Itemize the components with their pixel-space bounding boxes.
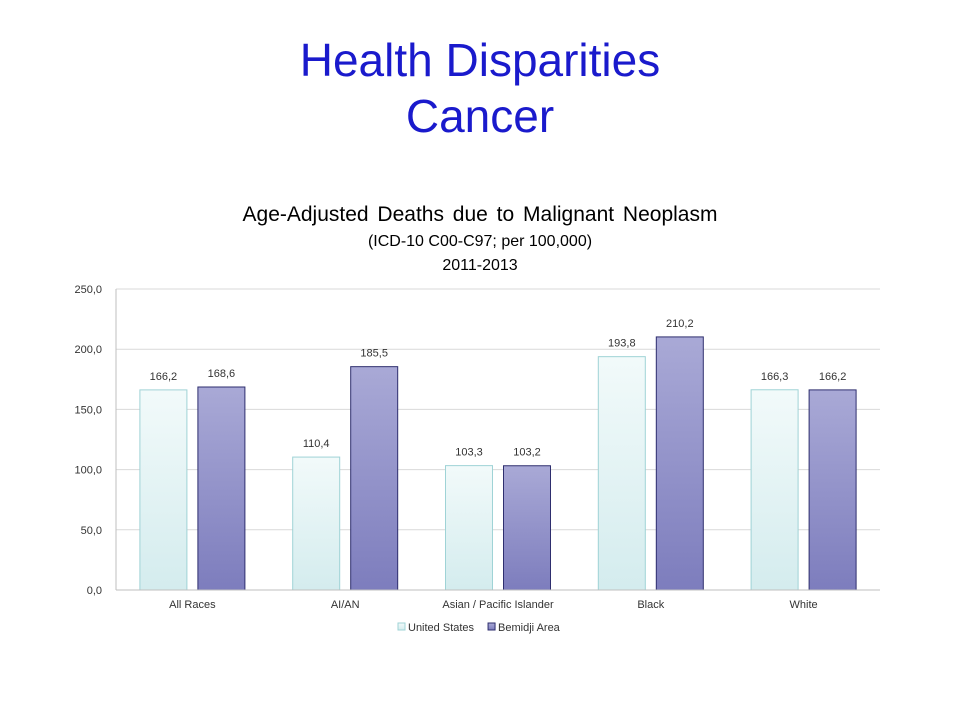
legend-swatch <box>487 622 496 631</box>
slide-title: Health Disparities Cancer <box>0 32 960 144</box>
y-tick-label: 50,0 <box>81 525 102 537</box>
bar-value-label: 103,2 <box>513 447 541 459</box>
y-tick-label: 200,0 <box>74 344 102 356</box>
bar-value-label: 110,4 <box>303 438 330 450</box>
bar-united-states <box>139 389 188 591</box>
axes: 0,0 50,0 100,0 150,0 200,0 250,0 All Races AI/A… <box>74 284 880 611</box>
bar-bemidji-area <box>503 465 551 591</box>
bar-value-label: 210,2 <box>666 318 694 330</box>
x-tick-label: White <box>790 599 818 611</box>
y-tick-label: 250,0 <box>74 284 102 296</box>
bar-bemidji-area <box>655 336 704 591</box>
y-tick-label: 100,0 <box>74 465 102 477</box>
data-labels: 166,2 168,6 110,4 185,5 103,3 103,2 193,8 210,2… <box>150 318 847 459</box>
legend-swatch <box>397 622 406 631</box>
legend-label: Bemidji Area <box>498 622 561 634</box>
chart-title: Age-Adjusted Deaths due to Malignant Neo… <box>242 203 718 226</box>
x-tick-label: Asian / Pacific Islander <box>442 599 554 611</box>
bar-united-states <box>750 389 799 591</box>
x-tick-label: All Races <box>169 599 216 611</box>
bar-bemidji-area <box>350 366 399 591</box>
bar-value-label: 166,2 <box>819 371 847 383</box>
bars <box>139 336 857 591</box>
y-tick-label: 0,0 <box>87 585 102 597</box>
x-tick-label: Black <box>637 599 664 611</box>
bar-value-label: 166,2 <box>150 371 178 383</box>
bar-united-states <box>292 456 341 591</box>
bar-value-label: 103,3 <box>455 447 483 459</box>
bar-united-states <box>597 356 646 591</box>
slide-title-line2: Cancer <box>405 90 555 142</box>
bar-united-states <box>445 465 493 591</box>
x-tick-label: AI/AN <box>331 599 360 611</box>
bar-value-label: 193,8 <box>608 338 636 350</box>
legend: United States Bemidji Area <box>397 622 561 634</box>
y-tick-label: 150,0 <box>74 404 102 416</box>
chart-subtitle-years: 2011-2013 <box>442 257 518 274</box>
legend-label: United States <box>408 622 475 634</box>
bar-bemidji-area <box>197 386 246 591</box>
bar-value-label: 185,5 <box>360 348 388 360</box>
bar-value-label: 168,6 <box>208 368 236 380</box>
bar-value-label: 166,3 <box>761 371 789 383</box>
slide-title-line1: Health Disparities <box>299 34 661 86</box>
bar-bemidji-area <box>808 389 857 591</box>
chart-subtitle-icd: (ICD-10 C00-C97; per 100,000) <box>367 233 593 250</box>
